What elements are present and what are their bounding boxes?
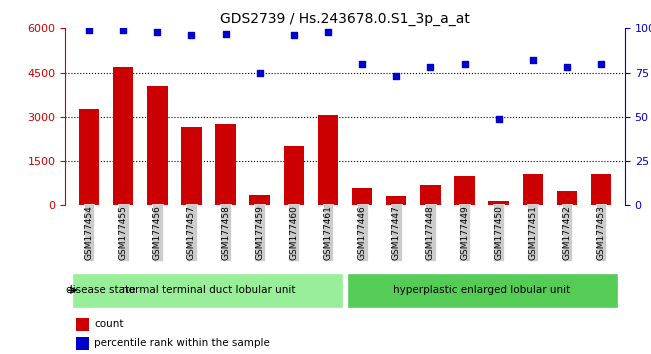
Bar	[76, 318, 89, 331]
Text: GSM177447: GSM177447	[392, 205, 401, 260]
Text: disease state: disease state	[66, 285, 135, 295]
Text: GSM177449: GSM177449	[460, 205, 469, 260]
Point	[220, 31, 230, 36]
Text: GSM177452: GSM177452	[562, 205, 572, 260]
Text: GSM177459: GSM177459	[255, 205, 264, 260]
Point	[425, 64, 436, 70]
Bar	[318, 115, 339, 205]
Bar	[420, 185, 441, 205]
Text: GSM177458: GSM177458	[221, 205, 230, 260]
Bar	[352, 188, 372, 205]
Point	[460, 61, 470, 67]
Text: GSM177451: GSM177451	[529, 205, 537, 260]
Point	[186, 33, 197, 38]
Bar	[215, 124, 236, 205]
Point	[596, 61, 606, 67]
Text: GSM177455: GSM177455	[118, 205, 128, 260]
Bar	[79, 109, 99, 205]
Text: GSM177457: GSM177457	[187, 205, 196, 260]
Point	[391, 73, 402, 79]
Point	[118, 27, 128, 33]
Text: GSM177456: GSM177456	[153, 205, 161, 260]
Text: hyperplastic enlarged lobular unit: hyperplastic enlarged lobular unit	[393, 285, 570, 295]
Text: GSM177450: GSM177450	[494, 205, 503, 260]
Bar	[557, 190, 577, 205]
Point	[527, 57, 538, 63]
Text: GSM177454: GSM177454	[85, 205, 94, 260]
Point	[323, 29, 333, 35]
Point	[255, 70, 265, 75]
Text: GSM177453: GSM177453	[596, 205, 605, 260]
Point	[288, 33, 299, 38]
Text: normal terminal duct lobular unit: normal terminal duct lobular unit	[122, 285, 296, 295]
Text: count: count	[94, 319, 124, 329]
Bar	[488, 201, 509, 205]
Bar	[523, 175, 543, 205]
Bar	[249, 195, 270, 205]
Point	[152, 29, 163, 35]
Text: GSM177448: GSM177448	[426, 205, 435, 260]
Point	[357, 61, 367, 67]
Text: GSM177446: GSM177446	[357, 205, 367, 260]
Text: GSM177460: GSM177460	[289, 205, 298, 260]
Bar	[347, 273, 618, 308]
Point	[562, 64, 572, 70]
Title: GDS2739 / Hs.243678.0.S1_3p_a_at: GDS2739 / Hs.243678.0.S1_3p_a_at	[220, 12, 470, 26]
Point	[493, 116, 504, 121]
Bar	[591, 175, 611, 205]
Text: GSM177461: GSM177461	[324, 205, 333, 260]
Bar	[72, 273, 343, 308]
Bar	[284, 146, 304, 205]
Text: percentile rank within the sample: percentile rank within the sample	[94, 338, 270, 348]
Bar	[454, 176, 475, 205]
Bar	[386, 196, 406, 205]
Bar	[113, 67, 133, 205]
Bar	[181, 127, 202, 205]
Point	[84, 27, 94, 33]
Bar	[147, 86, 167, 205]
Bar	[76, 337, 89, 350]
